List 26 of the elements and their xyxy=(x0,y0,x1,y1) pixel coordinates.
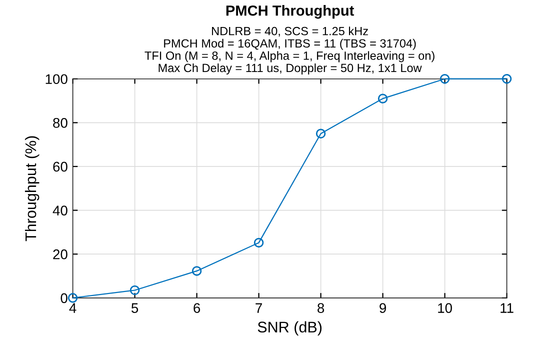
y-axis-title: Throughput (%) xyxy=(24,136,40,242)
point xyxy=(254,238,264,248)
y-tick-label: 40 xyxy=(52,206,68,216)
y-tick-label: 100 xyxy=(46,74,68,84)
x-axis-title: SNR (dB) xyxy=(258,321,322,336)
x-tick-label: 9 xyxy=(380,303,386,313)
point xyxy=(192,266,202,276)
chart-title: PMCH Throughput xyxy=(226,5,354,19)
y-tick-label: 0 xyxy=(60,293,68,304)
y-tick-label: 60 xyxy=(53,162,68,172)
x-tick-label: 7 xyxy=(256,303,262,313)
point xyxy=(378,94,388,104)
y-tick-label: 80 xyxy=(53,118,68,128)
point xyxy=(440,74,450,84)
point xyxy=(68,293,78,303)
x-tick-label: 6 xyxy=(194,303,200,313)
x-tick-label: 5 xyxy=(131,303,138,313)
x-tick-label: 8 xyxy=(318,303,324,313)
y-tick-label: 20 xyxy=(53,249,68,260)
point xyxy=(316,128,326,138)
point xyxy=(502,74,512,84)
point xyxy=(130,285,140,296)
chart-subtitle: NDLRB = 40, SCS = 1.25 kHz PMCH Mod = 16QAM, ITBS = 11 (TBS = 31704) TFI On (M = 8, N = 4, Alpha = 1, Freq Interleaving = on) Max Ch Delay = 111 us, Doppler = 50 Hz, 1x1 Low xyxy=(144,26,434,74)
x-tick-label: 10 xyxy=(438,303,452,313)
x-tick-label: 11 xyxy=(500,303,514,313)
x-tick-label: 4 xyxy=(69,303,76,313)
